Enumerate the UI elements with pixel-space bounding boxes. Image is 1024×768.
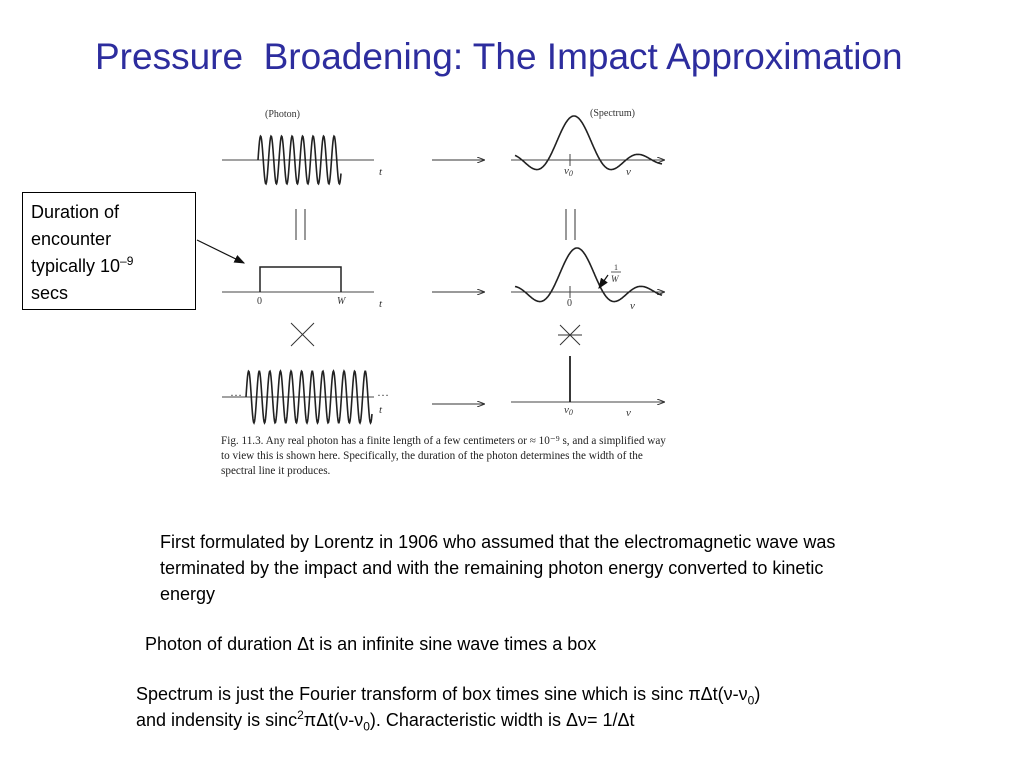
- row3-ellipsis-right: …: [377, 385, 389, 399]
- row2-nu-label: ν: [630, 300, 635, 312]
- row2-w-label: W: [337, 296, 347, 307]
- row3-nu0-label: ν0: [564, 404, 573, 417]
- duration-callout-box: Duration of encounter typically 10–9 sec…: [22, 192, 196, 310]
- callout-pointer-arrow: [196, 239, 246, 264]
- lorentz-paragraph: First formulated by Lorentz in 1906 who …: [160, 532, 836, 604]
- p3-text-c: and indensity is sinc: [136, 710, 298, 730]
- row2-box-function: [259, 266, 342, 292]
- convolution-symbol-spectrum: [558, 324, 582, 346]
- inverse-w-arrow: [598, 274, 609, 289]
- p3-text-a: Spectrum is just the Fourier transform o…: [136, 684, 748, 704]
- row1-sinc-spectrum: [514, 115, 663, 171]
- photon-column-label: (Photon): [265, 109, 300, 120]
- p3-sup-c: 2: [297, 708, 304, 722]
- photon-duration-paragraph: Photon of duration Δt is an infinite sin…: [145, 634, 597, 654]
- row2-t-label: t: [379, 298, 383, 310]
- inverse-w-denominator: W: [611, 274, 620, 284]
- row3-ellipsis-left: …: [230, 385, 242, 399]
- fourier-spectrum-paragraph: Spectrum is just the Fourier transform o…: [136, 681, 986, 733]
- inverse-w-numerator: 1: [614, 263, 618, 272]
- p3-sub-a: 0: [747, 693, 755, 708]
- callout-exponent: –9: [120, 254, 134, 268]
- callout-line-1: Duration of: [31, 202, 120, 222]
- row2-zero-freq-label: 0: [567, 298, 572, 309]
- row1-nu-label: ν: [626, 166, 631, 178]
- figure-caption: Fig. 11.3. Any real photon has a finite …: [221, 435, 666, 477]
- row3-infinite-sine-wave: [245, 369, 373, 425]
- callout-line-4: secs: [31, 283, 69, 303]
- row3-t-label: t: [379, 404, 383, 416]
- p3-text-b: ): [754, 684, 761, 704]
- p3-sub-d: 0: [363, 719, 370, 734]
- callout-line-2: encounter: [31, 229, 112, 249]
- row2-zero-label: 0: [257, 296, 262, 307]
- slide-title: Pressure Broadening: The Impact Approxim…: [95, 36, 903, 77]
- p3-text-e: ). Characteristic width is Δν= 1/Δt: [369, 710, 635, 730]
- callout-line-3: typically 10–9: [31, 253, 187, 280]
- p3-text-d: πΔt(ν-ν: [303, 710, 364, 730]
- spectrum-column-label: (Spectrum): [590, 108, 635, 119]
- row2-sinc-spectrum: [514, 247, 663, 303]
- row1-nu0-label: ν0: [564, 165, 573, 178]
- row3-nu-label: ν: [626, 407, 631, 419]
- row1-wave-packet: [257, 134, 342, 186]
- callout-line-3-text: typically 10: [31, 256, 121, 276]
- times-symbol-photon: [290, 322, 315, 347]
- row1-t-label: t: [379, 166, 383, 178]
